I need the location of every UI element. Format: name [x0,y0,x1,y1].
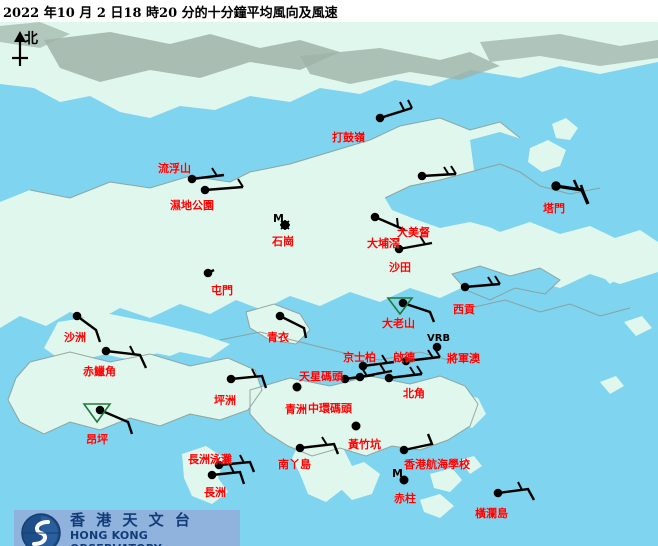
station-label: 啟德 [393,351,415,364]
wind-barb-northpoint [384,365,423,383]
wind-barb-lamma [295,436,340,455]
north-arrow-icon [12,31,28,66]
station-label: 青洲 [285,403,307,416]
title-bar: 2022 年10 月 2 日18 時20 分的十分鐘平均風向及風速 [0,0,658,22]
map-geography-layer [0,22,658,546]
station-label: 大美督 [397,226,430,239]
wind-barb-tsingyi [275,311,308,339]
wind-barb-tseungkwano [432,342,442,352]
wind-barb-takwuling [375,99,413,123]
wind-barb-shekkong [280,220,290,230]
logo-chinese-text: 香 港 天 文 台 [70,510,193,529]
missing-data-flag: M [392,467,403,480]
variable-wind-flag: VRB [427,333,451,344]
station-label: 沙洲 [64,331,86,344]
wind-barb-wetlandpark [200,178,244,195]
station-label: 塔門 [543,202,565,215]
station-label: 濕地公園 [170,199,214,212]
wind-barb-kingspark [358,354,395,371]
station-label: 橫瀾島 [475,507,508,520]
station-label: 將軍澳 [447,352,480,365]
station-label: 屯門 [211,284,233,297]
station-label: 香港航海學校 [404,458,470,471]
hko-logo: 香 港 天 文 台 HONG KONG OBSERVATORY [14,510,240,546]
hko-swirl-logo-icon [21,513,61,546]
north-label: 北 [24,31,38,47]
wind-barb-kaitak [401,348,441,366]
station-label: 天星碼頭 [299,370,343,383]
station-label: 坪洲 [214,394,236,407]
wind-barb-taipokau [370,212,406,232]
station-label: 青衣 [267,331,289,344]
station-label: 打鼓嶺 [332,131,365,144]
station-label: 赤柱 [394,492,416,505]
wind-barb-waglan [493,481,536,501]
station-label: 流浮山 [158,162,191,175]
wind-barb-wongchukhang [351,421,361,431]
station-label: 黃竹坑 [348,438,381,451]
station-label: 長洲泳灘 [188,453,232,466]
wind-barb-tapmun [551,179,590,205]
station-label: 中環碼頭 [308,402,352,415]
station-label: 南丫島 [278,458,311,471]
page-title: 2022 年10 月 2 日18 時20 分的十分鐘平均風向及風速 [3,6,338,21]
wind-barbs-layer [72,99,590,501]
wind-barb-stanley [399,475,409,485]
wind-barb-taimeituk [417,165,457,181]
wind-barb-shatin [394,235,433,254]
wind-barb-tatescairn [386,297,436,323]
wind-barb-greenisland [292,382,302,392]
wind-barb-shachau [72,311,102,343]
missing-data-flag: M [273,212,284,225]
logo-english-text: HONG KONG OBSERVATORY [70,528,162,546]
station-label: 北角 [403,387,425,400]
station-label: 西貢 [453,303,475,316]
hong-kong-wind-map: 北 打鼓嶺流浮山濕地公園石崗 M 大美督 塔門大埔滘沙田屯門西貢大老山沙洲赤鱲角 青衣京… [0,22,658,546]
wind-barb-cheungchau [207,464,246,485]
wind-barb-seaschool [399,433,434,455]
wind-barb-ngongping [82,403,134,435]
wind-barb-laufaushan [187,167,225,184]
station-label: 長洲 [204,486,226,499]
wind-barb-cheklapkok [101,345,148,369]
station-label: 赤鱲角 [83,365,116,378]
station-label: 沙田 [389,261,411,274]
wind-barb-centralpier [340,367,375,384]
wind-barb-cheungchaubeach [214,454,256,473]
station-label: 大埔滘 [367,237,400,250]
station-label: 京士柏 [343,351,376,364]
wind-barb-tuenmun [203,268,215,278]
station-label: 大老山 [382,317,415,330]
wind-barb-pengchau [226,368,268,389]
station-label: 石崗 [272,235,294,248]
station-label: 昂坪 [86,433,108,446]
wind-barb-saikung [460,275,501,292]
